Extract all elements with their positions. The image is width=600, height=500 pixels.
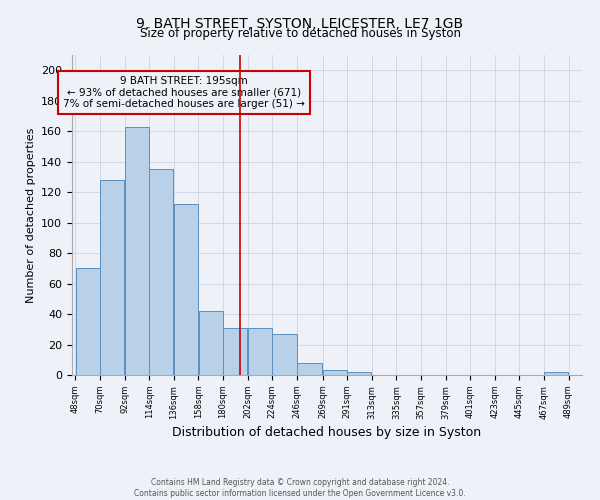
Bar <box>248 328 272 375</box>
Text: 9 BATH STREET: 195sqm
← 93% of detached houses are smaller (671)
7% of semi-deta: 9 BATH STREET: 195sqm ← 93% of detached … <box>63 76 305 109</box>
Y-axis label: Number of detached properties: Number of detached properties <box>26 128 35 302</box>
Bar <box>199 311 223 375</box>
Bar <box>125 126 149 375</box>
Bar <box>223 328 247 375</box>
Bar <box>174 204 198 375</box>
Text: Size of property relative to detached houses in Syston: Size of property relative to detached ho… <box>139 28 461 40</box>
Bar <box>323 370 347 375</box>
Text: 9, BATH STREET, SYSTON, LEICESTER, LE7 1GB: 9, BATH STREET, SYSTON, LEICESTER, LE7 1… <box>136 18 464 32</box>
Bar <box>100 180 124 375</box>
X-axis label: Distribution of detached houses by size in Syston: Distribution of detached houses by size … <box>172 426 482 438</box>
Bar <box>297 363 322 375</box>
Text: Contains HM Land Registry data © Crown copyright and database right 2024.
Contai: Contains HM Land Registry data © Crown c… <box>134 478 466 498</box>
Bar <box>76 268 100 375</box>
Bar <box>149 170 173 375</box>
Bar <box>347 372 371 375</box>
Bar <box>544 372 568 375</box>
Bar <box>272 334 296 375</box>
